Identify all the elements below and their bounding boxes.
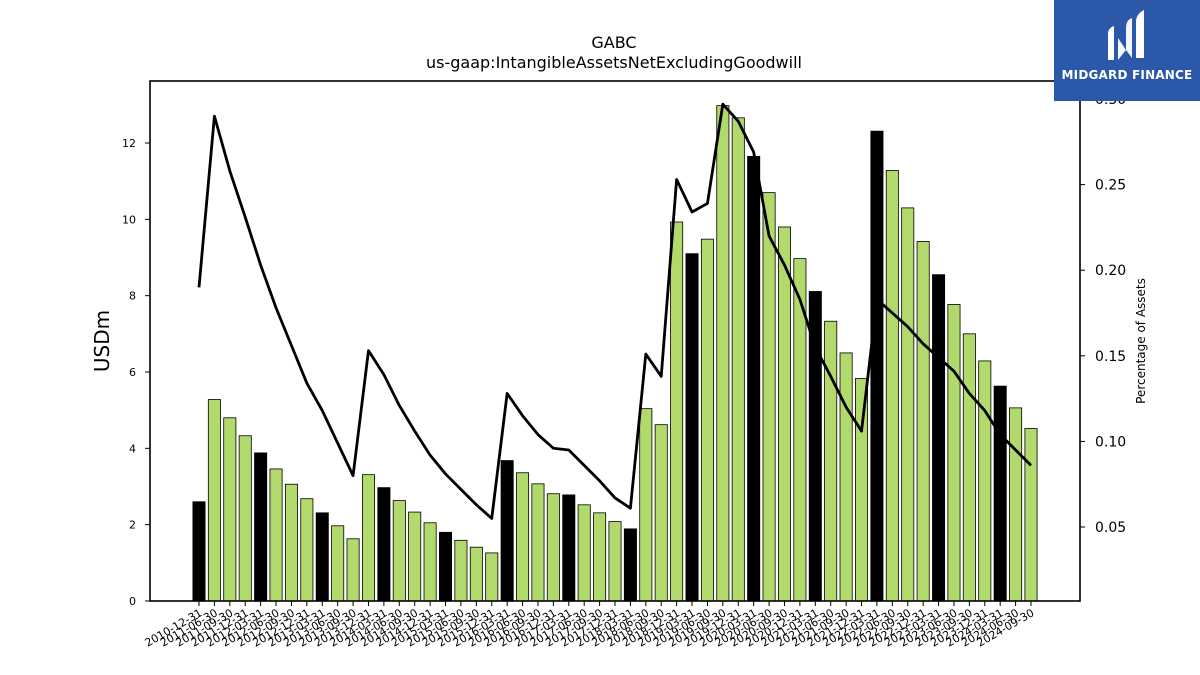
bar	[269, 468, 283, 602]
bar	[408, 511, 422, 602]
brand-logo: MIDGARD FINANCE	[1054, 0, 1200, 101]
pct-assets-line	[197, 102, 1032, 520]
y-tick-label: 12	[122, 137, 136, 150]
bar	[670, 221, 684, 602]
bar	[192, 501, 206, 602]
bar	[916, 241, 930, 602]
bar	[716, 105, 730, 602]
y-tick-label: 0	[129, 595, 136, 608]
bar	[731, 117, 745, 602]
bar	[439, 531, 453, 602]
bar	[546, 493, 560, 602]
bar	[300, 498, 314, 602]
bar	[392, 500, 406, 602]
y2-tick-label: 0.10	[1095, 434, 1126, 450]
bar	[562, 494, 576, 602]
bar	[254, 452, 268, 602]
bar	[885, 170, 899, 602]
bar	[947, 304, 961, 602]
y2-tick-label: 0.25	[1095, 178, 1126, 194]
bar	[284, 483, 298, 602]
bar	[639, 408, 653, 602]
bar	[839, 352, 853, 602]
midgard-logo-icon	[1108, 10, 1144, 60]
bar	[993, 385, 1007, 602]
bar	[901, 207, 915, 602]
bar	[824, 320, 838, 602]
bar	[1009, 407, 1023, 602]
bar	[207, 399, 221, 602]
bar	[377, 487, 391, 602]
bar	[346, 538, 360, 602]
bar	[608, 521, 622, 602]
y-tick-label: 6	[129, 366, 136, 379]
bar	[623, 528, 637, 602]
bar	[855, 378, 869, 602]
bar	[577, 504, 591, 602]
bar	[469, 546, 483, 602]
chart-subtitle: us-gaap:IntangibleAssetsNetExcludingGood…	[426, 53, 802, 72]
bar	[777, 226, 791, 602]
y-tick-label: 10	[122, 213, 136, 226]
y-tick-label: 2	[129, 519, 136, 532]
chart-title: GABC	[591, 33, 636, 52]
bar	[331, 525, 345, 602]
bar	[454, 539, 468, 602]
bar	[423, 522, 437, 602]
bar	[1024, 428, 1038, 602]
bar	[978, 360, 992, 602]
y2-tick-label: 0.20	[1095, 263, 1126, 279]
bar	[531, 483, 545, 602]
bar	[485, 552, 499, 602]
bar	[700, 238, 714, 602]
bar	[747, 155, 761, 602]
bar	[932, 274, 946, 602]
y-tick-label: 4	[129, 442, 136, 455]
y-axis-label: USDm	[90, 310, 114, 372]
bar	[593, 512, 607, 602]
bar	[361, 474, 375, 602]
bar	[762, 192, 776, 602]
bar	[315, 512, 329, 602]
bar	[238, 435, 252, 602]
brand-name: MIDGARD FINANCE	[1061, 68, 1193, 82]
bar	[962, 333, 976, 602]
plot-frame	[149, 80, 1081, 602]
y2-axis-label: Percentage of Assets	[1134, 278, 1148, 404]
bar	[870, 130, 884, 602]
bar	[500, 460, 514, 602]
y-tick-label: 8	[129, 290, 136, 303]
bar	[516, 472, 530, 602]
bar	[223, 417, 237, 602]
y2-tick-label: 0.15	[1095, 349, 1126, 365]
bar	[685, 253, 699, 602]
bar	[654, 424, 668, 602]
y2-tick-label: 0.05	[1095, 520, 1126, 536]
